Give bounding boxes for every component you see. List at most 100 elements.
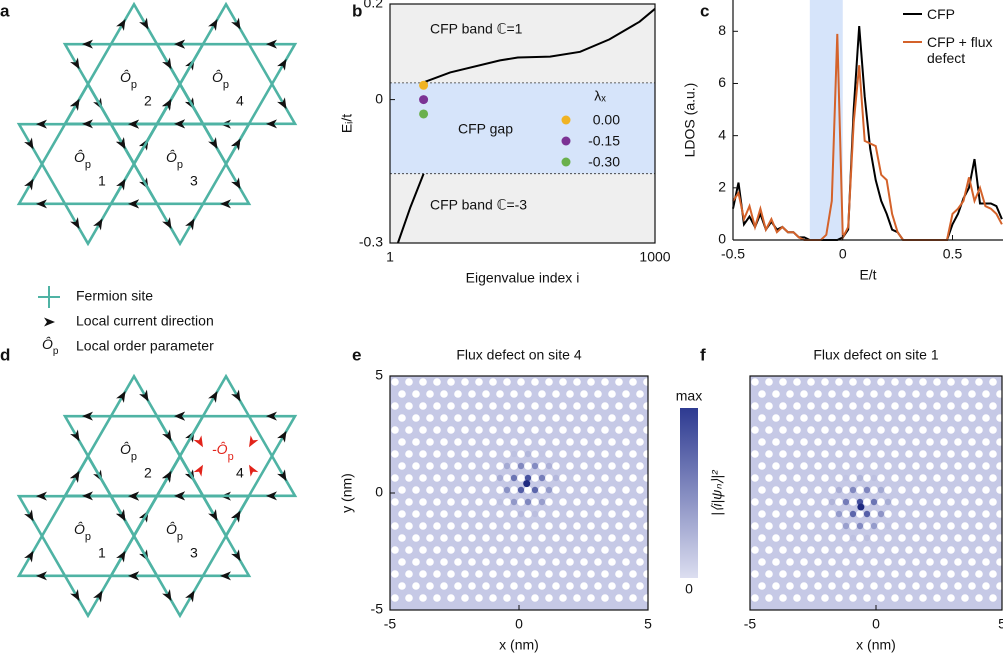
- lattice-hole: [608, 558, 616, 566]
- lattice-hole: [503, 570, 511, 578]
- lattice-hole: [622, 510, 630, 518]
- lattice-hole: [629, 570, 637, 578]
- lattice-hole: [779, 498, 787, 506]
- panel-label: d: [0, 345, 10, 364]
- lattice-hole: [419, 570, 427, 578]
- lattice-hole: [898, 486, 906, 494]
- lattice-hole: [531, 474, 539, 482]
- lattice-hole: [758, 414, 766, 422]
- lattice-hole: [524, 438, 532, 446]
- lattice-hole: [426, 486, 434, 494]
- lattice-hole: [905, 570, 913, 578]
- current-arrow: [208, 137, 218, 149]
- lattice-hole: [412, 582, 420, 590]
- lattice-hole: [968, 486, 976, 494]
- colorbar: [680, 408, 698, 578]
- lattice-hole: [538, 390, 546, 398]
- lattice-hole: [454, 582, 462, 590]
- lattice-hole: [643, 594, 651, 602]
- lattice-hole: [884, 582, 892, 590]
- order-symbol: Ô: [42, 336, 53, 352]
- lattice-hole: [863, 450, 871, 458]
- line-series: [732, 26, 1003, 241]
- lattice-hole: [884, 462, 892, 470]
- lattice-hole: [461, 450, 469, 458]
- lattice-hole: [489, 546, 497, 554]
- lattice-hole: [405, 426, 413, 434]
- order-parameter: Ôp: [120, 69, 137, 91]
- lattice-hole: [954, 390, 962, 398]
- lattice-hole: [835, 378, 843, 386]
- lattice-hole: [573, 378, 581, 386]
- lattice-hole: [636, 534, 644, 542]
- peak: [523, 480, 531, 488]
- lattice-hole: [454, 558, 462, 566]
- lattice-hole: [615, 426, 623, 434]
- lattice-hole: [531, 546, 539, 554]
- lattice-hole: [842, 462, 850, 470]
- lattice-hole: [461, 378, 469, 386]
- lattice-hole: [898, 462, 906, 470]
- density-site: [539, 451, 545, 457]
- lattice-hole: [975, 594, 983, 602]
- lattice-hole: [919, 450, 927, 458]
- lattice-hole: [503, 522, 511, 530]
- lattice-hole: [863, 522, 871, 530]
- lattice-hole: [510, 582, 518, 590]
- lattice-hole: [538, 486, 546, 494]
- lattice-hole: [503, 498, 511, 506]
- lattice-hole: [419, 498, 427, 506]
- lattice-hole: [419, 450, 427, 458]
- lattice-bond: [108, 122, 252, 247]
- panel-label: b: [352, 1, 362, 20]
- density-site: [828, 498, 836, 506]
- lattice-hole: [545, 498, 553, 506]
- lattice-hole: [975, 570, 983, 578]
- lattice-hole: [982, 414, 990, 422]
- site-number: 1: [98, 173, 106, 189]
- lattice-hole: [968, 582, 976, 590]
- x-tick-label: -0.5: [721, 246, 745, 262]
- lattice-hole: [870, 558, 878, 566]
- current-arrow: [174, 411, 185, 421]
- lattice-hole: [793, 402, 801, 410]
- lattice-hole: [772, 486, 780, 494]
- lattice-hole: [989, 450, 997, 458]
- current-arrow: [70, 589, 80, 601]
- peak: [857, 503, 865, 511]
- point: [419, 95, 429, 105]
- lattice-hole: [510, 558, 518, 566]
- lattice-hole: [891, 402, 899, 410]
- current-arrow: [116, 137, 126, 150]
- lattice-hole: [454, 414, 462, 422]
- lattice-hole: [524, 462, 532, 470]
- x-axis-label: x (nm): [856, 637, 896, 653]
- lattice-hole: [856, 582, 864, 590]
- lattice-hole: [961, 570, 969, 578]
- current-arrow: [116, 509, 126, 522]
- lattice-hole: [517, 450, 525, 458]
- lattice-hole: [884, 438, 892, 446]
- lattice-hole: [828, 486, 836, 494]
- site-number: 2: [144, 93, 152, 109]
- current-arrow: [249, 464, 259, 477]
- lattice-hole: [615, 378, 623, 386]
- shaded-band: [390, 82, 655, 174]
- lattice-hole: [800, 534, 808, 542]
- lattice-hole: [524, 414, 532, 422]
- lattice-hole: [601, 450, 609, 458]
- lattice-hole: [489, 522, 497, 530]
- lattice-hole: [919, 426, 927, 434]
- lattice-hole: [622, 486, 630, 494]
- lattice-hole: [821, 546, 829, 554]
- lattice-hole: [835, 594, 843, 602]
- y-axis-label: y (nm): [339, 473, 355, 513]
- lattice-hole: [405, 498, 413, 506]
- lattice-hole: [891, 570, 899, 578]
- lattice-hole: [898, 558, 906, 566]
- lattice-hole: [905, 402, 913, 410]
- lattice-hole: [566, 414, 574, 422]
- lattice-hole: [996, 510, 1003, 518]
- lattice-hole: [594, 486, 602, 494]
